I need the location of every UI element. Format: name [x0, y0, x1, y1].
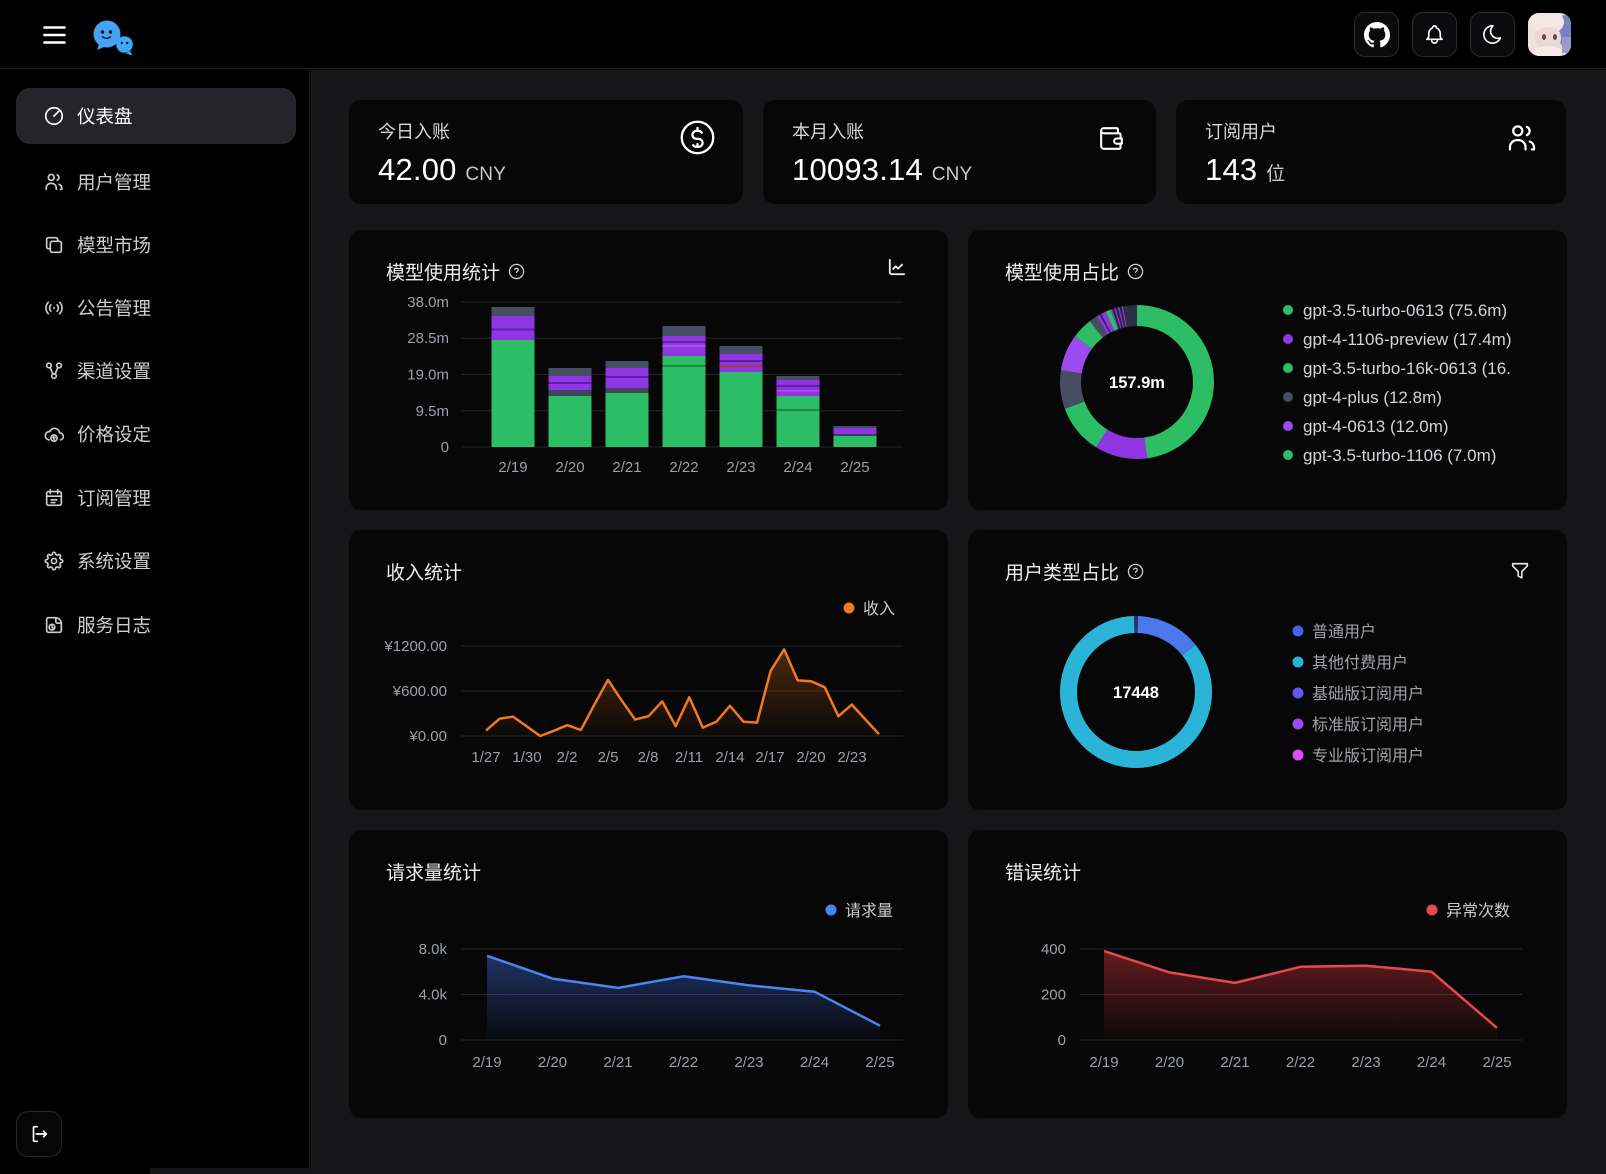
- svg-text:异常次数: 异常次数: [1446, 902, 1510, 920]
- svg-text:gpt-4-plus (12.8m): gpt-4-plus (12.8m): [1303, 388, 1442, 407]
- svg-text:2/25: 2/25: [840, 459, 869, 476]
- svg-text:普通用户: 普通用户: [1312, 623, 1376, 641]
- svg-text:17448: 17448: [1113, 684, 1159, 702]
- svg-text:2/23: 2/23: [726, 459, 755, 476]
- svg-text:2/20: 2/20: [555, 459, 584, 476]
- svg-text:2/2: 2/2: [557, 749, 578, 766]
- svg-text:1/27: 1/27: [471, 749, 500, 766]
- svg-text:请求量: 请求量: [845, 902, 893, 920]
- svg-text:8.0k: 8.0k: [419, 941, 448, 958]
- svg-text:¥0.00: ¥0.00: [408, 728, 447, 745]
- svg-text:2/17: 2/17: [755, 749, 784, 766]
- svg-text:2/25: 2/25: [865, 1054, 894, 1071]
- svg-text:2/22: 2/22: [669, 1054, 698, 1071]
- svg-text:2/23: 2/23: [837, 749, 866, 766]
- svg-text:¥1200.00: ¥1200.00: [383, 638, 447, 655]
- svg-text:2/11: 2/11: [675, 749, 703, 766]
- svg-text:2/22: 2/22: [1286, 1054, 1315, 1071]
- svg-text:28.5m: 28.5m: [407, 330, 449, 347]
- svg-text:¥600.00: ¥600.00: [392, 683, 447, 700]
- svg-text:gpt-3.5-turbo-16k-0613 (16.: gpt-3.5-turbo-16k-0613 (16.: [1303, 359, 1511, 378]
- svg-text:2/20: 2/20: [1155, 1054, 1184, 1071]
- svg-text:2/8: 2/8: [638, 749, 659, 766]
- svg-text:2/25: 2/25: [1482, 1054, 1511, 1071]
- svg-text:gpt-4-1106-preview (17.4m): gpt-4-1106-preview (17.4m): [1303, 330, 1512, 349]
- svg-text:gpt-3.5-turbo-0613 (75.6m): gpt-3.5-turbo-0613 (75.6m): [1303, 301, 1507, 320]
- svg-text:2/22: 2/22: [669, 459, 698, 476]
- svg-text:400: 400: [1041, 941, 1066, 958]
- svg-text:4.0k: 4.0k: [419, 987, 448, 1004]
- svg-text:基础版订阅用户: 基础版订阅用户: [1312, 685, 1424, 703]
- svg-text:2/20: 2/20: [538, 1054, 567, 1071]
- svg-text:收入: 收入: [863, 600, 895, 618]
- svg-text:19.0m: 19.0m: [407, 367, 449, 384]
- svg-text:157.9m: 157.9m: [1109, 374, 1165, 392]
- svg-text:200: 200: [1041, 987, 1066, 1004]
- svg-text:2/19: 2/19: [1089, 1054, 1118, 1071]
- svg-text:2/24: 2/24: [800, 1054, 829, 1071]
- svg-text:0: 0: [441, 439, 449, 456]
- svg-text:2/24: 2/24: [783, 459, 812, 476]
- svg-text:2/5: 2/5: [598, 749, 619, 766]
- svg-text:2/19: 2/19: [498, 459, 527, 476]
- svg-text:2/21: 2/21: [603, 1054, 632, 1071]
- svg-text:9.5m: 9.5m: [416, 403, 449, 420]
- svg-text:2/19: 2/19: [472, 1054, 501, 1071]
- svg-text:2/24: 2/24: [1417, 1054, 1446, 1071]
- svg-text:2/23: 2/23: [734, 1054, 763, 1071]
- svg-text:2/20: 2/20: [796, 749, 825, 766]
- svg-text:其他付费用户: 其他付费用户: [1312, 654, 1408, 672]
- svg-text:1/30: 1/30: [512, 749, 541, 766]
- svg-text:0: 0: [1058, 1032, 1066, 1049]
- svg-text:gpt-3.5-turbo-1106 (7.0m): gpt-3.5-turbo-1106 (7.0m): [1303, 446, 1496, 465]
- svg-text:2/21: 2/21: [1220, 1054, 1249, 1071]
- svg-text:0: 0: [439, 1032, 447, 1049]
- svg-text:gpt-4-0613 (12.0m): gpt-4-0613 (12.0m): [1303, 417, 1449, 436]
- svg-text:38.0m: 38.0m: [407, 294, 449, 311]
- svg-text:2/23: 2/23: [1351, 1054, 1380, 1071]
- svg-text:2/21: 2/21: [612, 459, 641, 476]
- svg-text:专业版订阅用户: 专业版订阅用户: [1312, 747, 1424, 765]
- svg-text:2/14: 2/14: [715, 749, 744, 766]
- svg-text:标准版订阅用户: 标准版订阅用户: [1312, 716, 1424, 734]
